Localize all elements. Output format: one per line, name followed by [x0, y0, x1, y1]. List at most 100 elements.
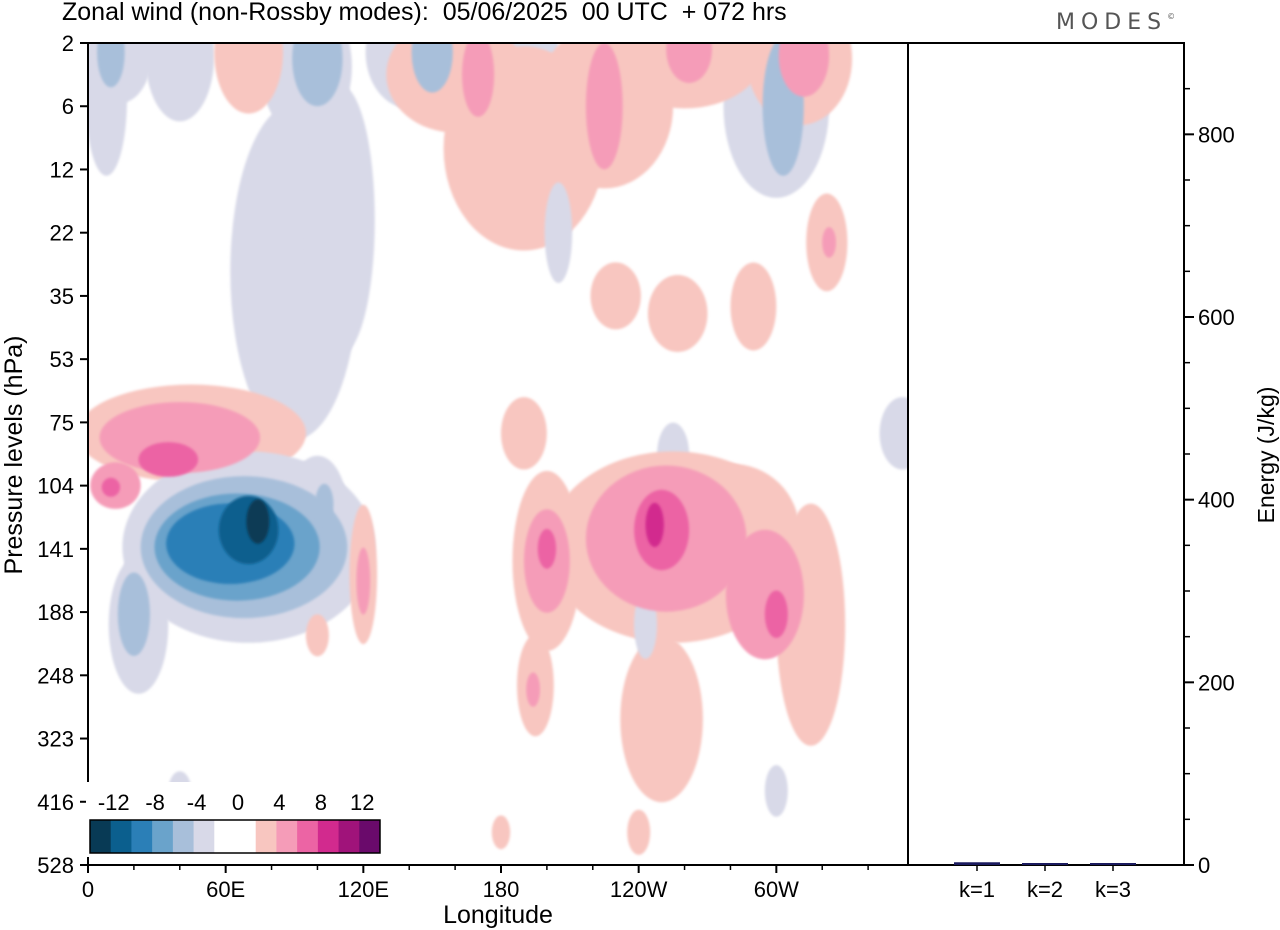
- wind-contour: [356, 547, 371, 615]
- energy-bar: [1022, 863, 1068, 865]
- energy-axis-label: Energy (J/kg): [1253, 387, 1279, 524]
- colorbar-swatch: [235, 820, 257, 853]
- wind-contour: [501, 397, 547, 470]
- y-tick-label: 6: [62, 94, 74, 119]
- colorbar-label: -12: [98, 790, 130, 815]
- wind-contour: [627, 809, 651, 855]
- y-tick-label: 323: [37, 727, 74, 752]
- colorbar-swatch: [276, 820, 298, 853]
- colorbar-swatch: [152, 820, 174, 853]
- wind-contour: [537, 528, 557, 569]
- colorbar-swatch: [193, 820, 215, 853]
- colorbar-swatch: [359, 820, 381, 853]
- wind-contour: [462, 43, 495, 117]
- logo-mark: ©: [1167, 12, 1176, 21]
- x-axis-label: Longitude: [443, 901, 553, 929]
- energy-bar: [954, 862, 1000, 865]
- y-tick-label: 528: [37, 853, 74, 878]
- energy-category-label: k=3: [1095, 877, 1131, 902]
- wind-contour: [305, 614, 329, 657]
- wind-contour: [778, 43, 830, 97]
- y-tick-label: 188: [37, 600, 74, 625]
- wind-contour: [585, 43, 623, 170]
- wind-contour: [306, 84, 375, 356]
- energy-tick-label: 800: [1198, 122, 1235, 147]
- energy-bar: [1090, 863, 1136, 865]
- colorbar-swatch: [338, 820, 360, 853]
- colorbar-swatch: [172, 820, 195, 853]
- wind-contour: [526, 672, 540, 707]
- y-tick-label: 22: [50, 221, 74, 246]
- wind-contour: [590, 262, 641, 330]
- wind-contour: [725, 529, 804, 660]
- colorbar-swatch: [131, 820, 153, 853]
- energy-category-label: k=1: [959, 877, 995, 902]
- y-tick-label: 35: [50, 284, 74, 309]
- colorbar: -12 -8 -4 0 4 8 12: [86, 782, 384, 857]
- wind-contour: [202, 614, 295, 791]
- wind-contour: [138, 442, 199, 477]
- y-tick-label: 141: [37, 537, 74, 562]
- wind-contour: [101, 477, 121, 497]
- colorbar-label: 8: [315, 790, 327, 815]
- wind-contour: [491, 815, 511, 850]
- x-tick-label: 120E: [338, 877, 389, 902]
- wind-contour: [620, 636, 703, 803]
- y-tick-label: 248: [37, 663, 74, 688]
- wind-contour: [764, 765, 788, 817]
- colorbar-swatch: [255, 820, 277, 853]
- energy-tick-label: 600: [1198, 305, 1235, 330]
- y-tick-label: 416: [37, 790, 74, 815]
- colorbar-swatch: [90, 820, 112, 853]
- energy-plot-frame: [907, 42, 1185, 866]
- wind-contour: [822, 227, 836, 258]
- wind-contour: [730, 262, 777, 351]
- x-axis: 0 60E 120E 180 120W 60W: [82, 865, 869, 902]
- wind-contour: [645, 502, 664, 548]
- wind-contour: [647, 275, 708, 352]
- x-tick-label: 60W: [754, 877, 799, 902]
- wind-contour: [315, 483, 334, 526]
- energy-tick-label: 400: [1198, 488, 1235, 513]
- y-tick-label: 12: [50, 157, 74, 182]
- y-tick-label: 104: [37, 474, 74, 499]
- logo-text: MODES: [1056, 10, 1168, 35]
- x-tick-label: 180: [483, 877, 520, 902]
- wind-contour-field: [88, 43, 908, 855]
- wind-contour: [879, 397, 908, 470]
- y-tick-label: 53: [50, 347, 74, 372]
- colorbar-swatch: [110, 820, 132, 853]
- energy-tick-label: 200: [1198, 670, 1235, 695]
- wind-contour: [411, 43, 453, 93]
- wind-contour: [246, 499, 270, 544]
- colorbar-label: 0: [232, 790, 244, 815]
- x-tick-label: 0: [82, 877, 94, 902]
- colorbar-label: -8: [145, 790, 165, 815]
- y-tick-label: 2: [62, 31, 74, 56]
- x-tick-label: 60E: [206, 877, 245, 902]
- wind-contour: [666, 43, 712, 83]
- y-axis: 2 6 12 22 35 53 75 104 141 188 248 323 416 528: [37, 31, 88, 878]
- y-axis-label: Pressure levels (hPa): [0, 336, 28, 575]
- energy-category-label: k=2: [1027, 877, 1063, 902]
- wind-contour: [214, 43, 283, 114]
- wind-contour: [145, 43, 215, 122]
- energy-axis: 0 200 400 600 800: [1184, 87, 1235, 878]
- wind-contour: [117, 572, 150, 656]
- y-tick-label: 75: [50, 410, 74, 435]
- colorbar-swatch: [317, 820, 340, 853]
- wind-contour: [544, 182, 573, 283]
- colorbar-label: 4: [273, 790, 285, 815]
- colorbar-label: -4: [187, 790, 207, 815]
- colorbar-swatch: [297, 820, 319, 853]
- colorbar-frame: [89, 819, 381, 854]
- x-tick-label: 120W: [610, 877, 668, 902]
- chart-title: Zonal wind (non-Rossby modes): 05/06/202…: [62, 0, 787, 26]
- energy-bars: k=1 k=2 k=3: [954, 862, 1136, 902]
- wind-contour: [292, 43, 343, 107]
- colorbar-swatch: [214, 820, 236, 853]
- energy-tick-label: 0: [1198, 853, 1210, 878]
- colorbar-label: 12: [350, 790, 374, 815]
- modes-logo: MODES©: [1056, 10, 1175, 35]
